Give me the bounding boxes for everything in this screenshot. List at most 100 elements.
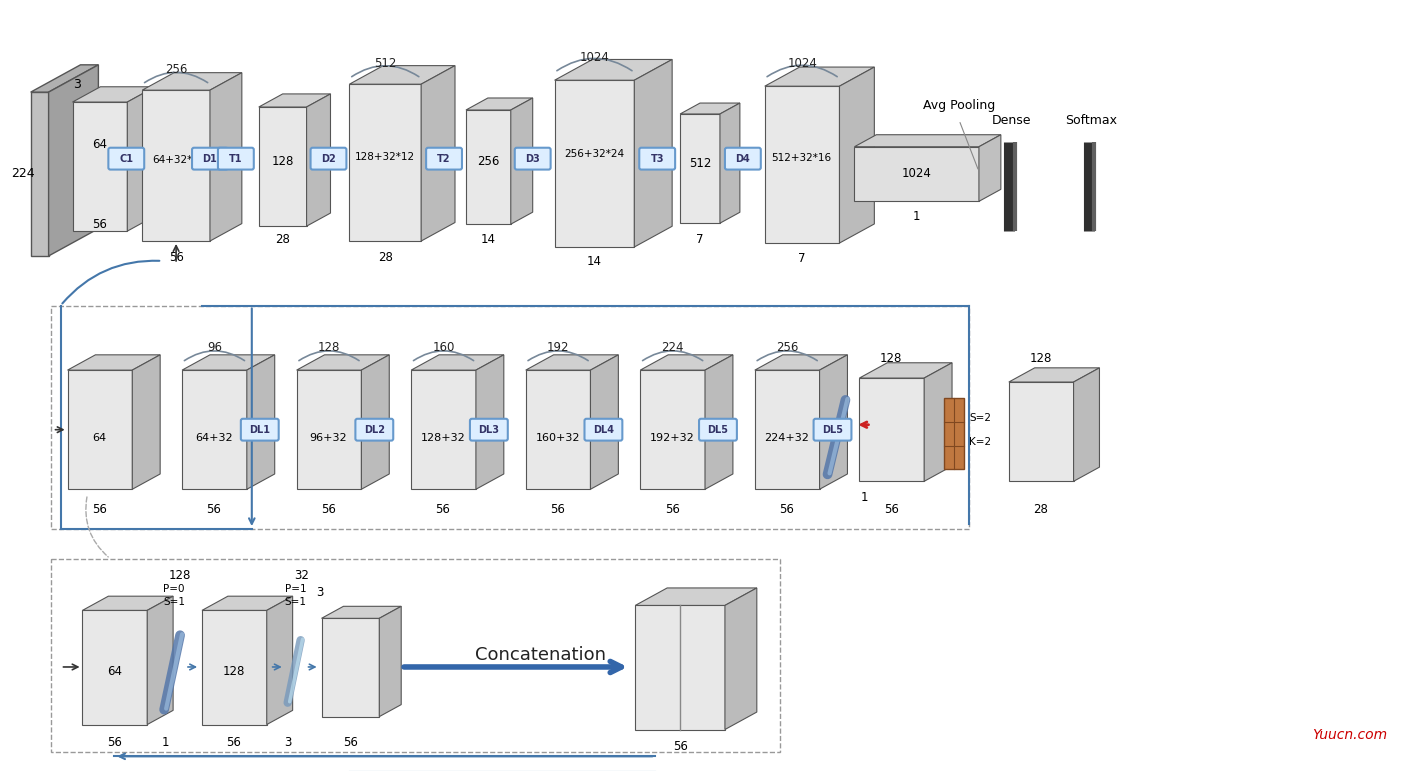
Text: 128: 128 bbox=[223, 666, 245, 679]
Text: P=1: P=1 bbox=[285, 584, 306, 594]
Polygon shape bbox=[296, 354, 390, 370]
Text: 256+32*24: 256+32*24 bbox=[564, 149, 624, 159]
Text: 128: 128 bbox=[271, 155, 294, 168]
Polygon shape bbox=[182, 370, 247, 489]
Text: S=1: S=1 bbox=[285, 598, 306, 608]
Text: K=2: K=2 bbox=[968, 437, 991, 447]
Polygon shape bbox=[764, 67, 875, 86]
Polygon shape bbox=[720, 103, 740, 223]
Text: 64+32*6: 64+32*6 bbox=[153, 155, 200, 165]
Polygon shape bbox=[681, 103, 740, 114]
Text: 224: 224 bbox=[11, 167, 34, 180]
Text: 224+32: 224+32 bbox=[764, 433, 810, 443]
Text: 3: 3 bbox=[316, 586, 323, 599]
FancyBboxPatch shape bbox=[311, 148, 346, 170]
Text: 56: 56 bbox=[227, 736, 241, 749]
Text: 160+32: 160+32 bbox=[536, 433, 580, 443]
Polygon shape bbox=[764, 86, 839, 243]
Text: T2: T2 bbox=[437, 154, 451, 163]
Text: 128+32: 128+32 bbox=[421, 433, 465, 443]
Text: 28: 28 bbox=[275, 232, 291, 245]
Text: 14: 14 bbox=[481, 232, 495, 245]
Bar bbox=[944, 398, 964, 469]
Text: T3: T3 bbox=[651, 154, 664, 163]
Polygon shape bbox=[554, 60, 672, 80]
Polygon shape bbox=[855, 135, 1001, 147]
Polygon shape bbox=[411, 354, 503, 370]
Polygon shape bbox=[82, 596, 173, 611]
Polygon shape bbox=[978, 135, 1001, 201]
Text: D1: D1 bbox=[203, 154, 217, 163]
Polygon shape bbox=[142, 73, 242, 90]
Text: 56: 56 bbox=[169, 252, 183, 265]
Text: 14: 14 bbox=[587, 255, 603, 269]
Polygon shape bbox=[142, 90, 210, 241]
Text: S=1: S=1 bbox=[163, 598, 186, 608]
FancyBboxPatch shape bbox=[356, 419, 393, 440]
Polygon shape bbox=[82, 611, 147, 724]
Text: 64: 64 bbox=[92, 433, 106, 443]
Text: 7: 7 bbox=[696, 232, 703, 245]
FancyBboxPatch shape bbox=[218, 148, 254, 170]
Text: Softmax: Softmax bbox=[1065, 114, 1117, 127]
Text: DL3: DL3 bbox=[478, 425, 499, 435]
Text: 1: 1 bbox=[861, 491, 868, 504]
Polygon shape bbox=[322, 606, 401, 618]
Text: 56: 56 bbox=[550, 502, 564, 515]
Text: 56: 56 bbox=[92, 502, 106, 515]
Text: Yuucn.com: Yuucn.com bbox=[1312, 728, 1387, 742]
Text: 64: 64 bbox=[92, 139, 106, 151]
Text: S=2: S=2 bbox=[968, 413, 991, 423]
Text: 96+32: 96+32 bbox=[309, 433, 347, 443]
Text: 512+32*16: 512+32*16 bbox=[771, 152, 832, 163]
Text: 56: 56 bbox=[207, 502, 221, 515]
Polygon shape bbox=[635, 605, 725, 730]
Text: DL4: DL4 bbox=[593, 425, 614, 435]
Polygon shape bbox=[379, 606, 401, 717]
FancyBboxPatch shape bbox=[640, 148, 675, 170]
Text: 128: 128 bbox=[881, 351, 902, 365]
Text: 64: 64 bbox=[106, 666, 122, 679]
Text: D4: D4 bbox=[736, 154, 750, 163]
Polygon shape bbox=[634, 60, 672, 247]
Polygon shape bbox=[467, 110, 510, 224]
Polygon shape bbox=[476, 354, 503, 489]
Text: 96: 96 bbox=[207, 341, 223, 354]
Text: 3: 3 bbox=[74, 77, 81, 91]
FancyBboxPatch shape bbox=[108, 148, 145, 170]
FancyBboxPatch shape bbox=[814, 419, 851, 440]
Polygon shape bbox=[306, 94, 330, 226]
Text: D2: D2 bbox=[320, 154, 336, 163]
Polygon shape bbox=[641, 354, 733, 370]
Text: DL5: DL5 bbox=[822, 425, 844, 435]
Polygon shape bbox=[1008, 368, 1099, 382]
Text: 56: 56 bbox=[665, 502, 679, 515]
Text: 512: 512 bbox=[374, 57, 397, 70]
Text: 224: 224 bbox=[661, 341, 683, 354]
Text: 256: 256 bbox=[776, 341, 798, 354]
Text: 128: 128 bbox=[169, 569, 191, 582]
FancyBboxPatch shape bbox=[515, 148, 550, 170]
Text: 192: 192 bbox=[547, 341, 570, 354]
Text: DL2: DL2 bbox=[364, 425, 384, 435]
Text: 256: 256 bbox=[476, 155, 499, 168]
Polygon shape bbox=[754, 370, 820, 489]
FancyBboxPatch shape bbox=[725, 148, 761, 170]
Polygon shape bbox=[362, 354, 390, 489]
Text: DL5: DL5 bbox=[708, 425, 729, 435]
Polygon shape bbox=[1008, 382, 1073, 481]
Text: Dense: Dense bbox=[993, 114, 1031, 127]
Polygon shape bbox=[258, 107, 306, 226]
Polygon shape bbox=[322, 618, 379, 717]
Text: 56: 56 bbox=[883, 502, 899, 515]
Polygon shape bbox=[31, 92, 48, 256]
Text: 56: 56 bbox=[106, 736, 122, 749]
Polygon shape bbox=[590, 354, 618, 489]
Polygon shape bbox=[411, 370, 476, 489]
FancyBboxPatch shape bbox=[191, 148, 228, 170]
Text: 56: 56 bbox=[780, 502, 794, 515]
Polygon shape bbox=[68, 354, 160, 370]
Text: 1: 1 bbox=[912, 210, 920, 223]
Polygon shape bbox=[128, 87, 155, 231]
Polygon shape bbox=[467, 98, 533, 110]
